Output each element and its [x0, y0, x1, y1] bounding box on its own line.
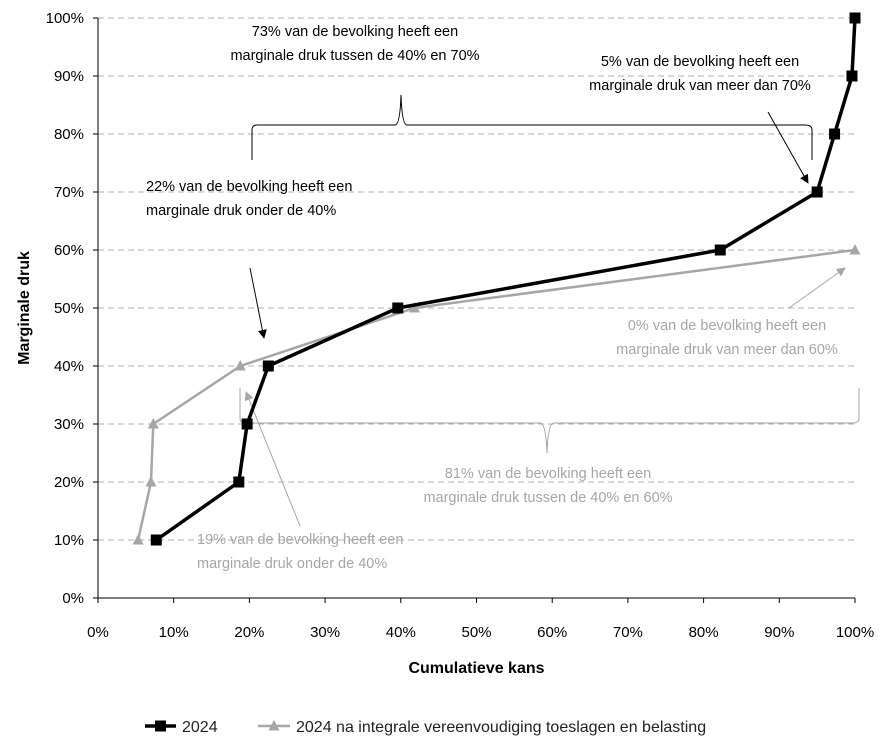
data-point: [846, 70, 858, 82]
x-tick-label: 80%: [689, 624, 719, 641]
x-tick-label: 30%: [310, 624, 340, 641]
y-tick-label: 100%: [46, 10, 84, 27]
y-tick-label: 40%: [54, 358, 84, 375]
y-tick-label: 30%: [54, 416, 84, 433]
annotation-text: 0% van de bevolking heeft een marginale d…: [616, 318, 838, 358]
x-tick-label: 50%: [461, 624, 491, 641]
annotation-line: 0% van de bevolking heeft een: [628, 318, 826, 334]
data-point: [147, 418, 159, 429]
data-point: [132, 534, 144, 545]
y-tick-label: 20%: [54, 474, 84, 491]
brace-black: [251, 94, 813, 160]
annotation-line: 81% van de bevolking heeft een: [445, 466, 651, 482]
data-point: [233, 476, 245, 488]
y-tick-label: 0%: [62, 590, 84, 607]
data-point: [829, 128, 841, 140]
data-point: [145, 476, 157, 487]
series-2024: [150, 12, 861, 546]
annotation-line: 22% van de bevolking heeft een: [146, 179, 352, 195]
series-line: [136, 248, 856, 541]
y-tick-label: 50%: [54, 300, 84, 317]
y-axis-title: Marginale druk: [16, 251, 33, 365]
annotation-line: marginale druk onder de 40%: [146, 203, 336, 219]
x-tick-label: 100%: [836, 624, 874, 641]
annotation-text: 19% van de bevolking heeft een marginale …: [197, 532, 403, 572]
arrow-grey-over60: [788, 267, 846, 309]
data-point: [241, 418, 253, 430]
annotation-line: 5% van de bevolking heeft een: [601, 54, 799, 70]
legend-marker-2024: [155, 720, 166, 732]
data-point: [150, 534, 162, 546]
y-tick-label: 80%: [54, 126, 84, 143]
legend-label-vereenvoudiging: 2024 na integrale vereenvoudiging toesla…: [296, 719, 706, 736]
brace-grey: [239, 388, 860, 454]
annotation-text: 22% van de bevolking heeft een marginale …: [146, 179, 352, 219]
data-point: [849, 244, 861, 255]
annotation-line: 73% van de bevolking heeft een: [252, 24, 458, 40]
legend: 2024 2024 na integrale vereenvoudiging to…: [145, 719, 706, 736]
annotation-line: marginale druk van meer dan 60%: [616, 342, 838, 358]
x-tick-label: 40%: [386, 624, 416, 641]
annotation-text: 5% van de bevolking heeft een marginale d…: [589, 54, 811, 94]
annotation-line: marginale druk onder de 40%: [197, 556, 387, 572]
x-tick-label: 70%: [613, 624, 643, 641]
arrow-black-over70: [767, 111, 809, 184]
y-tick-label: 10%: [54, 532, 84, 549]
x-tick-label: 10%: [159, 624, 189, 641]
data-point: [811, 186, 823, 198]
y-tick-label: 90%: [54, 68, 84, 85]
annotation-line: 19% van de bevolking heeft een: [197, 532, 403, 548]
series-vereenvoudiging: [132, 244, 861, 545]
y-tick-label: 60%: [54, 242, 84, 259]
arrow-black-under40: [249, 267, 267, 339]
x-tick-label: 90%: [764, 624, 794, 641]
series-line: [155, 17, 857, 542]
annotation-line: marginale druk tussen de 40% en 60%: [423, 490, 672, 506]
legend-label-2024: 2024: [182, 719, 218, 736]
data-point: [714, 244, 726, 256]
data-point: [234, 360, 246, 371]
legend-marker-vereenvoudiging: [268, 720, 280, 731]
data-point: [392, 302, 404, 314]
x-tick-label: 20%: [234, 624, 264, 641]
x-tick-label: 60%: [537, 624, 567, 641]
annotation-line: marginale druk tussen de 40% en 70%: [230, 48, 479, 64]
x-tick-label: 0%: [87, 624, 109, 641]
y-tick-label: 70%: [54, 184, 84, 201]
data-point: [262, 360, 274, 372]
data-point: [408, 302, 420, 313]
annotation-line: marginale druk van meer dan 70%: [589, 78, 811, 94]
annotation-shapes: [239, 94, 860, 527]
annotation-text: 73% van de bevolking heeft een marginale …: [230, 24, 479, 64]
arrow-grey-under40: [244, 391, 301, 527]
x-axis-title: Cumulatieve kans: [408, 660, 544, 677]
data-point: [849, 12, 861, 24]
annotation-text: 81% van de bevolking heeft een marginale …: [423, 466, 672, 506]
